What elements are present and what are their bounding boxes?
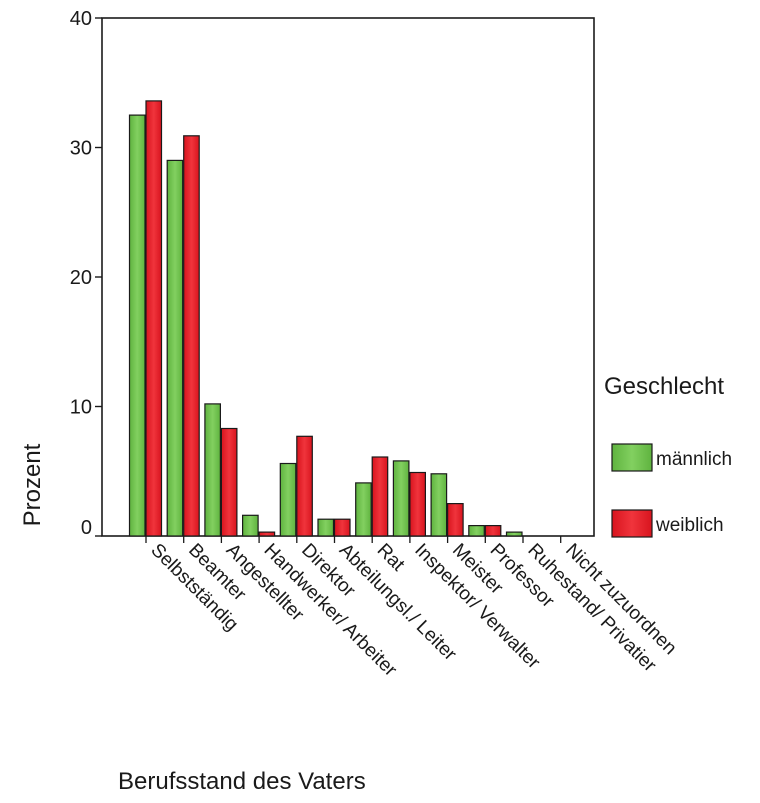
bar-weiblich [409, 471, 426, 537]
bar-weiblich [183, 135, 200, 537]
bar-maennlich [392, 460, 410, 537]
x-axis-tick-labels: SelbstständigBeamterAngestellterHandwerk… [145, 536, 681, 681]
legend-swatch-weiblich [611, 509, 653, 538]
bar-maennlich [355, 482, 372, 537]
bars-group [128, 100, 523, 537]
legend-label-maennlich: männlich [656, 449, 732, 470]
bar-maennlich [468, 524, 485, 537]
bar-maennlich [317, 518, 335, 537]
y-tick-label: 0 [81, 517, 92, 539]
y-tick-label: 10 [70, 397, 92, 419]
legend-title: Geschlecht [604, 373, 724, 400]
bar-weiblich [484, 524, 502, 537]
legend-label-weiblich: weiblich [655, 515, 724, 536]
bar-weiblich [296, 435, 313, 537]
bar-maennlich [505, 531, 523, 537]
y-tick-label: 30 [70, 138, 92, 160]
bar-maennlich [128, 114, 146, 537]
bar-maennlich [166, 159, 184, 537]
bar-maennlich [204, 403, 221, 537]
bar-weiblich [333, 518, 351, 537]
bar-maennlich [279, 462, 297, 537]
legend-swatch-maennlich [611, 443, 653, 472]
bar-weiblich [145, 100, 163, 537]
bar-weiblich [371, 456, 389, 537]
bar-maennlich [242, 514, 259, 537]
bar-maennlich [430, 473, 448, 537]
y-axis-title: Prozent [19, 443, 46, 526]
y-axis-ticks: 0 10 20 30 40 [70, 8, 102, 539]
bar-weiblich [447, 503, 464, 537]
x-axis-title: Berufsstand des Vaters [118, 768, 366, 795]
bar-weiblich [258, 531, 276, 537]
y-tick-label: 20 [70, 267, 92, 289]
y-tick-label: 40 [70, 8, 92, 30]
bar-weiblich [220, 427, 238, 537]
legend: Geschlecht männlich weiblich [604, 373, 732, 538]
